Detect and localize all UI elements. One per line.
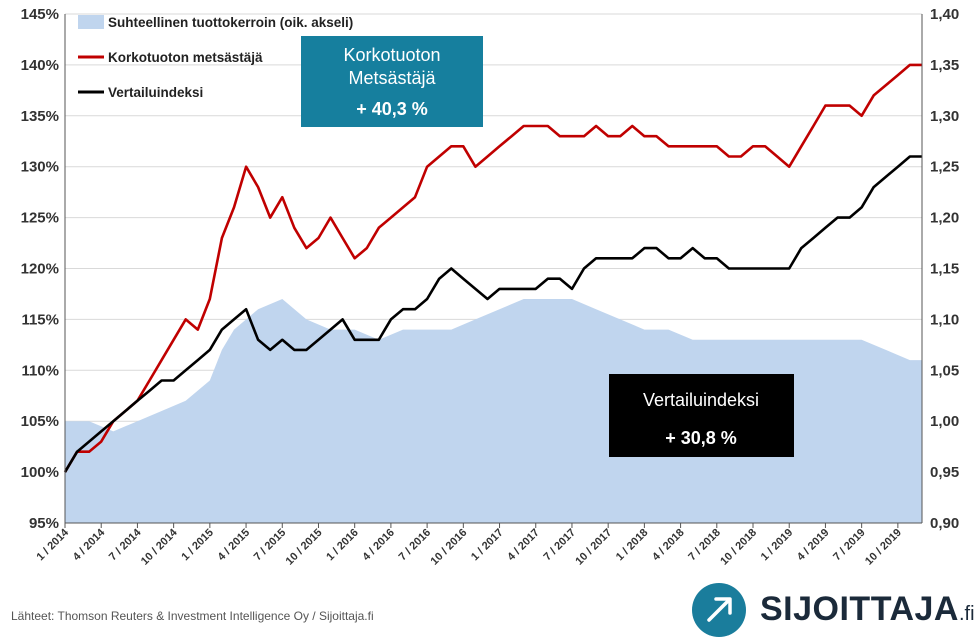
x-tick-label: 7 / 2017 <box>541 527 578 564</box>
y-right-tick-label: 0,90 <box>930 515 959 532</box>
annotation-vertailuindeksi: Vertailuindeksi + 30,8 % <box>609 374 794 457</box>
x-tick-label: 7 / 2014 <box>107 526 144 563</box>
x-tick-label: 4 / 2016 <box>360 527 397 564</box>
x-tick-label: 7 / 2015 <box>252 527 289 564</box>
x-tick-label: 10 / 2016 <box>429 527 470 568</box>
legend: Suhteellinen tuottokerroin (oik. akseli)… <box>78 15 353 100</box>
x-tick-label: 1 / 2017 <box>469 527 506 564</box>
y-right-tick-label: 1,00 <box>930 413 959 430</box>
axes <box>64 14 923 524</box>
annotation-korkotuoton: Korkotuoton Metsästäjä + 40,3 % <box>301 36 483 127</box>
annotation-box <box>609 374 794 457</box>
x-tick-label: 4 / 2017 <box>505 527 542 564</box>
series-line-2 <box>63 155 922 473</box>
y-right-tick-label: 1,15 <box>930 261 959 278</box>
annotation-box <box>301 36 483 127</box>
legend-label: Vertailuindeksi <box>108 85 203 100</box>
x-tick-label: 4 / 2019 <box>795 527 832 564</box>
y-right-tick-label: 1,05 <box>930 362 959 379</box>
series-line-1 <box>63 63 922 473</box>
y-right-tick-label: 1,20 <box>930 210 959 227</box>
arrow-up-right-icon <box>692 583 746 637</box>
y-right-tick-label: 1,30 <box>930 108 959 125</box>
y-left-tick-label: 110% <box>21 362 59 379</box>
y-left-tick-label: 95% <box>29 515 59 532</box>
line-series <box>63 63 922 473</box>
x-tick-label: 10 / 2018 <box>718 527 759 568</box>
sijoittaja-logo: SIJOITTAJA.fi <box>692 583 975 639</box>
y-right-tick-label: 1,40 <box>930 6 959 23</box>
y-left-tick-label: 100% <box>21 464 59 481</box>
x-tick-label: 4 / 2014 <box>71 526 108 563</box>
y-left-tick-label: 135% <box>21 108 59 125</box>
y-right-tick-label: 1,35 <box>930 57 959 74</box>
y-axis-right-ticks: 0,90 0,95 1,00 1,05 1,10 1,15 1,20 1,25 1,30 1,35… <box>930 6 959 532</box>
y-left-tick-label: 125% <box>21 210 59 227</box>
x-tick-label: 10 / 2015 <box>284 527 325 568</box>
annotation-line: Vertailuindeksi <box>643 390 759 410</box>
legend-swatch <box>78 15 104 29</box>
y-right-tick-label: 1,25 <box>930 159 959 176</box>
logo-text: SIJOITTAJA <box>760 590 959 628</box>
x-tick-label: 7 / 2019 <box>831 527 868 564</box>
y-left-tick-label: 140% <box>21 57 59 74</box>
series-area-tuottokerroin <box>65 299 922 523</box>
x-tick-label: 1 / 2015 <box>179 527 216 564</box>
x-tick-label: 7 / 2016 <box>397 527 434 564</box>
annotation-value: + 40,3 % <box>356 99 428 119</box>
x-tick-label: 1 / 2016 <box>324 527 361 564</box>
annotation-line: Korkotuoton <box>343 45 440 65</box>
x-tick-label: 10 / 2014 <box>139 526 181 568</box>
annotation-line: Metsästäjä <box>348 68 436 88</box>
x-tick-label: 7 / 2018 <box>686 527 723 564</box>
legend-label: Suhteellinen tuottokerroin (oik. akseli) <box>108 15 353 30</box>
logo-suffix: .fi <box>958 603 975 625</box>
area-series <box>65 299 922 523</box>
y-axis-left-ticks: 95% 100% 105% 110% 115% 120% 125% 130% 135% 140% 1… <box>21 6 59 532</box>
x-tick-label: 10 / 2019 <box>863 527 904 568</box>
y-left-tick-label: 130% <box>21 159 59 176</box>
source-note: Lähteet: Thomson Reuters & Investment In… <box>11 609 374 623</box>
legend-label: Korkotuoton metsästäjä <box>108 50 263 65</box>
y-right-tick-label: 1,10 <box>930 311 959 328</box>
y-left-tick-label: 145% <box>21 6 59 23</box>
y-left-tick-label: 105% <box>21 413 59 430</box>
x-tick-label: 1 / 2019 <box>759 527 796 564</box>
x-tick-label: 4 / 2015 <box>216 527 253 564</box>
y-right-tick-label: 0,95 <box>930 464 959 481</box>
x-tick-label: 1 / 2018 <box>614 527 651 564</box>
x-tick-label: 4 / 2018 <box>650 527 687 564</box>
y-left-tick-label: 115% <box>21 311 59 328</box>
y-left-tick-label: 120% <box>21 261 59 278</box>
logo-wordmark: SIJOITTAJA.fi <box>760 590 975 629</box>
x-tick-label: 10 / 2017 <box>573 527 614 568</box>
annotation-value: + 30,8 % <box>665 428 737 448</box>
